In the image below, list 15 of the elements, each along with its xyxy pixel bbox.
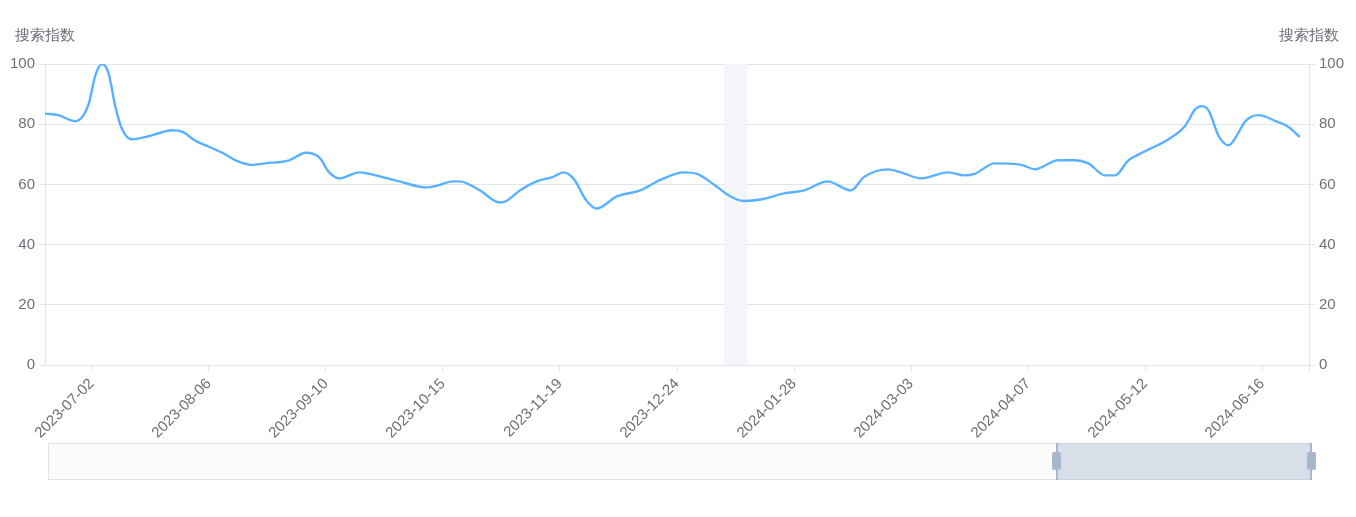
y2-tick-label: 100 <box>1319 54 1345 72</box>
y-tick-label: 40 <box>18 234 35 252</box>
y-tick-label: 60 <box>18 174 35 192</box>
y2-tick-label: 20 <box>1319 294 1336 312</box>
line-series <box>45 64 1301 210</box>
y2-axis-title: 搜索指数 <box>1279 26 1339 44</box>
y2-tick-label: 80 <box>1319 114 1336 132</box>
y-tick-label: 0 <box>26 355 35 373</box>
y-tick-label: 100 <box>9 54 35 72</box>
y2-tick-label: 60 <box>1319 174 1336 192</box>
y-tick-label: 80 <box>18 114 35 132</box>
y-axis-title: 搜索指数 <box>15 26 75 44</box>
y-tick-label: 20 <box>18 294 35 312</box>
y2-tick-label: 40 <box>1319 234 1336 252</box>
y2-tick-label: 0 <box>1319 355 1328 373</box>
